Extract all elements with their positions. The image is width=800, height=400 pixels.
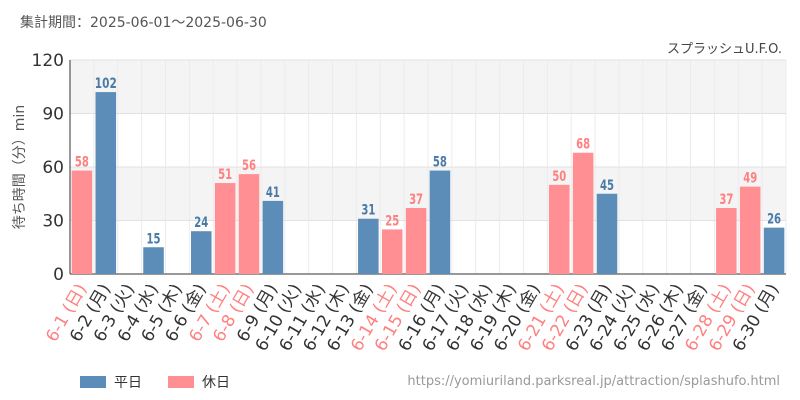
- data-label: 49: [743, 171, 757, 187]
- bar: [716, 208, 737, 274]
- legend-weekday-label: 平日: [114, 375, 142, 391]
- bar: [739, 186, 761, 274]
- data-label: 51: [218, 167, 232, 183]
- data-label: 56: [242, 158, 256, 174]
- data-label: 58: [433, 155, 447, 171]
- bar: [95, 92, 117, 274]
- data-label: 37: [409, 192, 423, 208]
- bar: [763, 227, 785, 274]
- y-tick-label: 120: [32, 51, 64, 71]
- legend-weekday[interactable]: 平日: [80, 372, 142, 392]
- bar: [429, 170, 451, 274]
- bar: [191, 231, 212, 274]
- data-label: 37: [719, 192, 733, 208]
- y-axis-label: 待ち時間（分）min: [12, 105, 28, 229]
- y-tick-label: 60: [42, 158, 64, 178]
- bar: [71, 170, 93, 274]
- legend-weekday-swatch: [80, 376, 106, 388]
- data-label: 26: [767, 212, 781, 228]
- legend: 平日 休日: [80, 372, 230, 392]
- legend-holiday[interactable]: 休日: [168, 372, 230, 392]
- bar: [381, 229, 403, 274]
- data-label: 25: [385, 213, 399, 229]
- data-label: 31: [361, 203, 375, 219]
- bar: [214, 183, 236, 274]
- bar: [549, 184, 570, 274]
- y-tick-label: 30: [42, 212, 64, 232]
- data-label: 68: [576, 137, 590, 153]
- bar: [358, 218, 379, 274]
- bar: [596, 193, 618, 274]
- data-label: 45: [600, 178, 614, 194]
- bar: [405, 208, 427, 274]
- bar: [262, 200, 284, 274]
- data-label: 58: [75, 155, 89, 171]
- bar: [143, 247, 164, 274]
- source-url[interactable]: https://yomiuriland.parksreal.jp/attract…: [407, 374, 780, 389]
- attraction-name: スプラッシュU.F.O.: [666, 42, 782, 57]
- bar: [238, 174, 260, 274]
- data-label: 24: [194, 215, 208, 231]
- data-label: 102: [95, 76, 117, 92]
- data-label: 15: [147, 231, 161, 247]
- data-label: 41: [266, 185, 280, 201]
- bar: [572, 152, 594, 274]
- period-label: 集計期間：2025-06-01～2025-06-30: [20, 15, 267, 31]
- legend-holiday-label: 休日: [202, 375, 230, 391]
- y-tick-label: 90: [42, 105, 64, 125]
- legend-holiday-swatch: [168, 376, 194, 388]
- data-label: 50: [552, 169, 566, 185]
- y-tick-label: 0: [53, 265, 64, 285]
